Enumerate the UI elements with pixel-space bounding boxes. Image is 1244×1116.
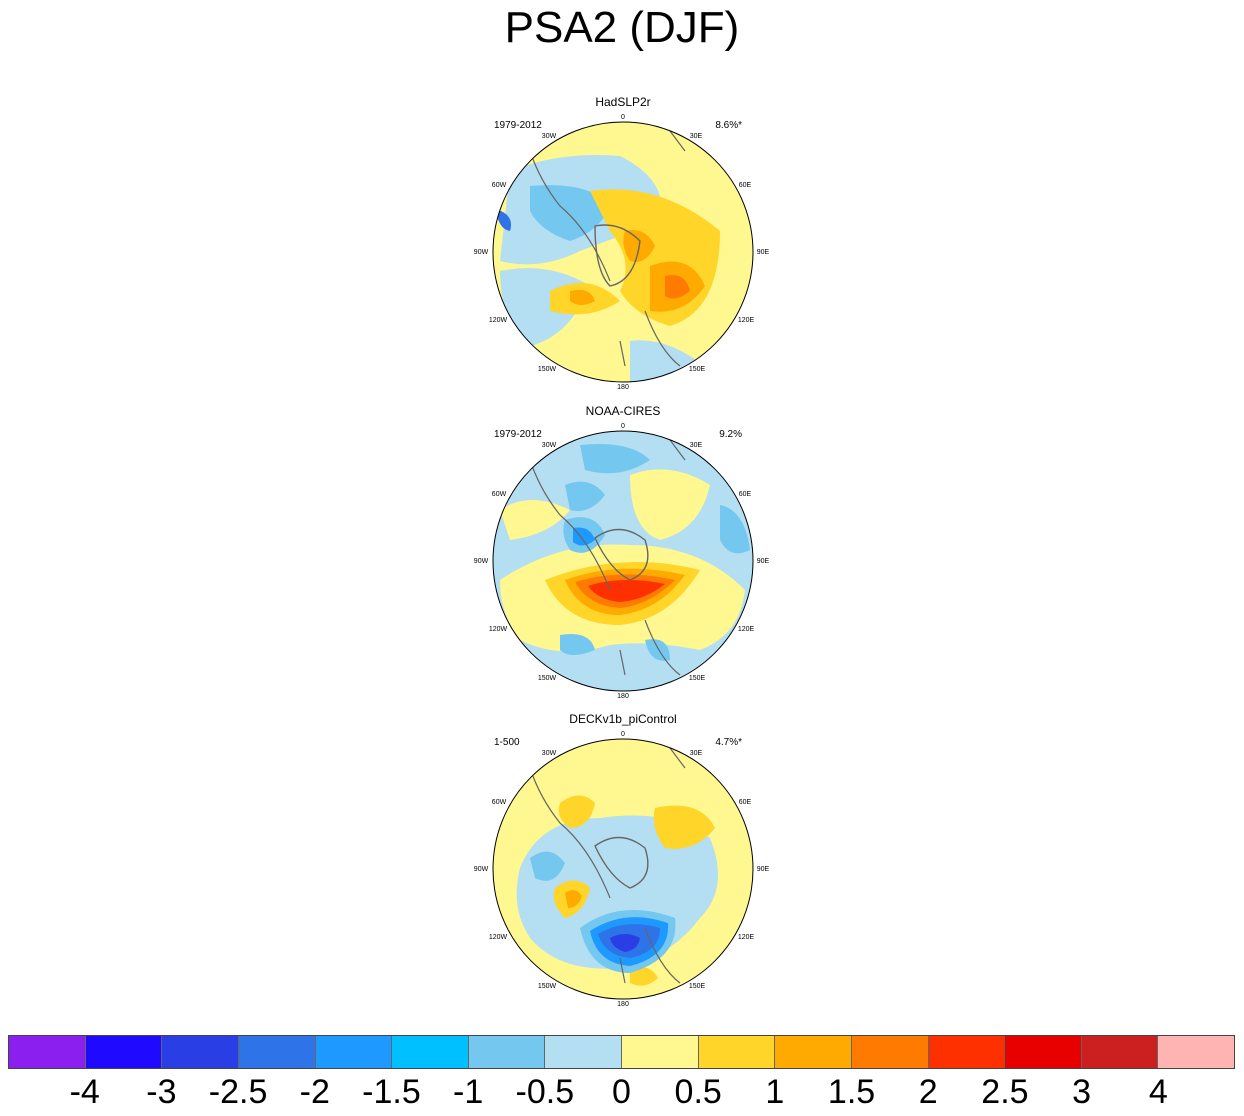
colorbar-label: 1.5 [827, 1073, 876, 1111]
colorbar-box [162, 1036, 239, 1068]
svg-text:90W: 90W [474, 558, 489, 565]
colorbar-box [468, 1036, 546, 1068]
colorbar-label: -4 [69, 1073, 100, 1111]
svg-text:30E: 30E [690, 442, 703, 449]
svg-text:30W: 30W [542, 750, 557, 757]
colorbar-label: -0.5 [515, 1073, 575, 1111]
colorbar-label: 2 [918, 1073, 938, 1111]
colorbar-box [622, 1036, 699, 1068]
svg-text:30W: 30W [542, 133, 557, 140]
panel-title: HadSLP2r [595, 95, 651, 109]
svg-text:60W: 60W [492, 799, 507, 806]
colorbar-label: 4 [1148, 1073, 1168, 1111]
svg-text:60E: 60E [739, 799, 752, 806]
colorbar-box [85, 1036, 163, 1068]
colorbar-box [238, 1036, 316, 1068]
variance-label: 9.2% [719, 429, 742, 440]
svg-text:0: 0 [621, 731, 625, 738]
colorbar-label: 2.5 [981, 1073, 1029, 1111]
colorbar-box [9, 1036, 86, 1068]
colorbar-label: -2.5 [208, 1073, 268, 1111]
period-label: 1-500 [494, 737, 520, 748]
longitude-labels: 0 30E 60E 90E 120E 150E 180 150W 120W 90… [474, 423, 770, 700]
svg-text:120W: 120W [489, 934, 508, 941]
colorbar [8, 1035, 1235, 1069]
variance-label: 8.6%* [715, 120, 742, 131]
svg-text:90E: 90E [757, 866, 770, 873]
variance-label: 4.7%* [715, 737, 742, 748]
colorbar-label: -1 [453, 1073, 484, 1111]
svg-text:90E: 90E [757, 558, 770, 565]
colorbar-label: -3 [146, 1073, 177, 1111]
svg-text:150E: 150E [689, 983, 706, 990]
svg-text:0: 0 [621, 423, 625, 430]
svg-text:60W: 60W [492, 182, 507, 189]
svg-text:180: 180 [617, 1001, 629, 1008]
svg-text:180: 180 [617, 693, 629, 700]
svg-text:180: 180 [617, 384, 629, 391]
svg-text:30W: 30W [542, 442, 557, 449]
svg-text:120W: 120W [489, 317, 508, 324]
polar-map: 0 30E 60E 90E 120E 150E 180 150W 120W 90… [474, 731, 770, 1008]
svg-text:90E: 90E [757, 249, 770, 256]
svg-text:150W: 150W [538, 983, 557, 990]
svg-text:120W: 120W [489, 626, 508, 633]
svg-text:120E: 120E [738, 626, 755, 633]
colorbar-label: 1 [765, 1073, 785, 1111]
period-label: 1979-2012 [494, 429, 542, 440]
svg-text:60E: 60E [739, 491, 752, 498]
svg-text:60E: 60E [739, 182, 752, 189]
colorbar-label: 0 [612, 1073, 631, 1111]
map-panel-noaa-cires: NOAA-CIRES 1979-2012 9.2% 0 30 [470, 404, 776, 704]
colorbar-box [928, 1036, 1006, 1068]
colorbar-box [1158, 1036, 1234, 1068]
colorbar-label: -1.5 [362, 1073, 421, 1111]
svg-text:30E: 30E [690, 133, 703, 140]
colorbar-box [1081, 1036, 1159, 1068]
figure-title: PSA2 (DJF) [504, 3, 740, 52]
panel-title: DECKv1b_piControl [569, 712, 677, 726]
map-panel-hadslp2r: HadSLP2r 1979-2012 8.6%* 0 30E 60E 90E 1 [470, 95, 776, 395]
svg-text:150W: 150W [538, 675, 557, 682]
polar-map: 0 30E 60E 90E 120E 150E 180 150W 120W 90… [474, 114, 770, 391]
colorbar-box [775, 1036, 852, 1068]
longitude-labels: 0 30E 60E 90E 120E 150E 180 150W 120W 90… [474, 114, 770, 391]
period-label: 1979-2012 [494, 120, 542, 131]
colorbar-box [545, 1036, 622, 1068]
colorbar-label: -2 [299, 1073, 330, 1111]
svg-text:90W: 90W [474, 249, 489, 256]
colorbar-box [315, 1036, 393, 1068]
svg-text:120E: 120E [738, 934, 755, 941]
panel-title: NOAA-CIRES [585, 404, 661, 418]
svg-text:60W: 60W [492, 491, 507, 498]
svg-text:150E: 150E [689, 675, 706, 682]
colorbar-labels: -4 -3 -2.5 -2 -1.5 -1 -0.5 0 0.5 1 1.5 2 2.5 3 4 [8, 1072, 1235, 1112]
svg-text:30E: 30E [690, 750, 703, 757]
colorbar-label: 3 [1072, 1073, 1092, 1111]
map-panel-deckv1b-picontrol: DECKv1b_piControl 1-500 4.7%* 0 30E 60 [470, 712, 776, 1012]
colorbar-box [392, 1036, 469, 1068]
svg-text:0: 0 [621, 114, 625, 121]
svg-text:120E: 120E [738, 317, 755, 324]
polar-map: 0 30E 60E 90E 120E 150E 180 150W 120W 90… [474, 423, 770, 700]
colorbar-box [698, 1036, 776, 1068]
colorbar-box [851, 1036, 929, 1068]
longitude-labels: 0 30E 60E 90E 120E 150E 180 150W 120W 90… [474, 731, 770, 1008]
svg-text:150W: 150W [538, 366, 557, 373]
colorbar-label: 0.5 [674, 1073, 722, 1111]
svg-text:90W: 90W [474, 866, 489, 873]
colorbar-box [1005, 1036, 1082, 1068]
svg-text:150E: 150E [689, 366, 706, 373]
